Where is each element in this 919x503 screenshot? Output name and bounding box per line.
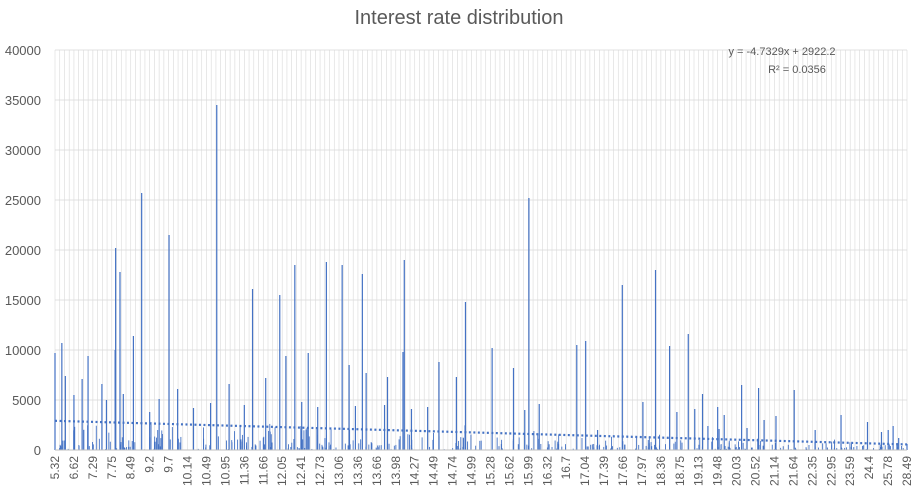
x-tick-label: 17.66	[616, 456, 630, 486]
x-tick-label: 6.62	[67, 456, 81, 480]
x-tick-label: 15.28	[483, 456, 497, 486]
x-tick-label: 13.66	[370, 456, 384, 486]
x-tick-label: 21.64	[786, 456, 800, 486]
x-tick-label: 12.41	[294, 456, 308, 486]
x-tick-label: 14.99	[465, 456, 479, 486]
x-tick-label: 14.49	[427, 456, 441, 486]
x-tick-label: 28.49	[900, 456, 914, 486]
x-tick-label: 13.98	[389, 456, 403, 486]
y-tick-label: 30000	[5, 143, 41, 158]
x-tick-label: 23.59	[843, 456, 857, 486]
x-tick-label: 10.49	[199, 456, 213, 486]
x-tick-label: 8.49	[124, 456, 138, 480]
x-tick-label: 9.7	[162, 456, 176, 473]
x-tick-label: 16.7	[559, 456, 573, 480]
y-tick-label: 0	[34, 443, 41, 458]
x-tick-label: 11.66	[256, 456, 270, 485]
y-tick-label: 40000	[5, 43, 41, 58]
y-tick-label: 5000	[12, 393, 41, 408]
x-tick-label: 15.62	[502, 456, 516, 486]
x-tick-label: 21.14	[767, 456, 781, 486]
x-tick-label: 18.36	[654, 456, 668, 486]
y-tick-label: 10000	[5, 343, 41, 358]
y-axis: 0 5000 10000 15000 20000 25000 30000 35000 40000	[5, 43, 41, 458]
chart-title: Interest rate distribution	[355, 7, 564, 29]
x-tick-label: 10.95	[218, 456, 232, 486]
x-tick-label: 20.52	[749, 456, 763, 486]
x-tick-label: 7.75	[105, 456, 119, 480]
y-tick-label: 15000	[5, 293, 41, 308]
x-tick-label: 17.97	[635, 456, 649, 486]
y-tick-label: 20000	[5, 243, 41, 258]
x-axis: 5.32 6.62 7.29 7.75 8.49 9.2 9.7 10.14 10.49 10.9…	[48, 456, 914, 486]
x-tick-label: 18.75	[673, 456, 687, 486]
y-tick-label: 35000	[5, 93, 41, 108]
x-tick-label: 17.39	[597, 456, 611, 486]
x-tick-label: 7.29	[86, 456, 100, 480]
x-tick-label: 25.78	[881, 456, 895, 486]
x-tick-label: 13.36	[351, 456, 365, 486]
x-tick-label: 14.27	[408, 456, 422, 486]
x-tick-label: 5.32	[48, 456, 62, 480]
x-tick-label: 12.05	[275, 456, 289, 486]
x-tick-label: 19.13	[692, 456, 706, 486]
y-tick-label: 25000	[5, 193, 41, 208]
trendline-equation: y = -4.7329x + 2922.2	[728, 46, 835, 58]
x-tick-label: 11.36	[237, 456, 251, 485]
x-tick-label: 14.74	[446, 456, 460, 486]
x-tick-label: 19.48	[711, 456, 725, 486]
x-tick-label: 20.03	[730, 456, 744, 486]
x-tick-label: 24.4	[862, 456, 876, 480]
x-tick-label: 16.32	[540, 456, 554, 486]
x-tick-label: 22.35	[805, 456, 819, 486]
x-tick-label: 12.73	[313, 456, 327, 486]
x-tick-label: 10.14	[181, 456, 195, 486]
grid-lines	[54, 49, 908, 451]
trendline-r-squared: R² = 0.0356	[768, 64, 826, 76]
x-tick-label: 15.99	[521, 456, 535, 486]
x-tick-label: 13.06	[332, 456, 346, 486]
x-tick-label: 9.2	[143, 456, 157, 473]
x-tick-label: 17.04	[578, 456, 592, 486]
x-tick-label: 22.95	[824, 456, 838, 486]
